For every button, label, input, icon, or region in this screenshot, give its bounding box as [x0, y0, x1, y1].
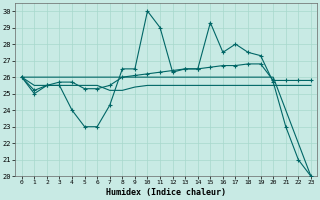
X-axis label: Humidex (Indice chaleur): Humidex (Indice chaleur): [106, 188, 226, 197]
